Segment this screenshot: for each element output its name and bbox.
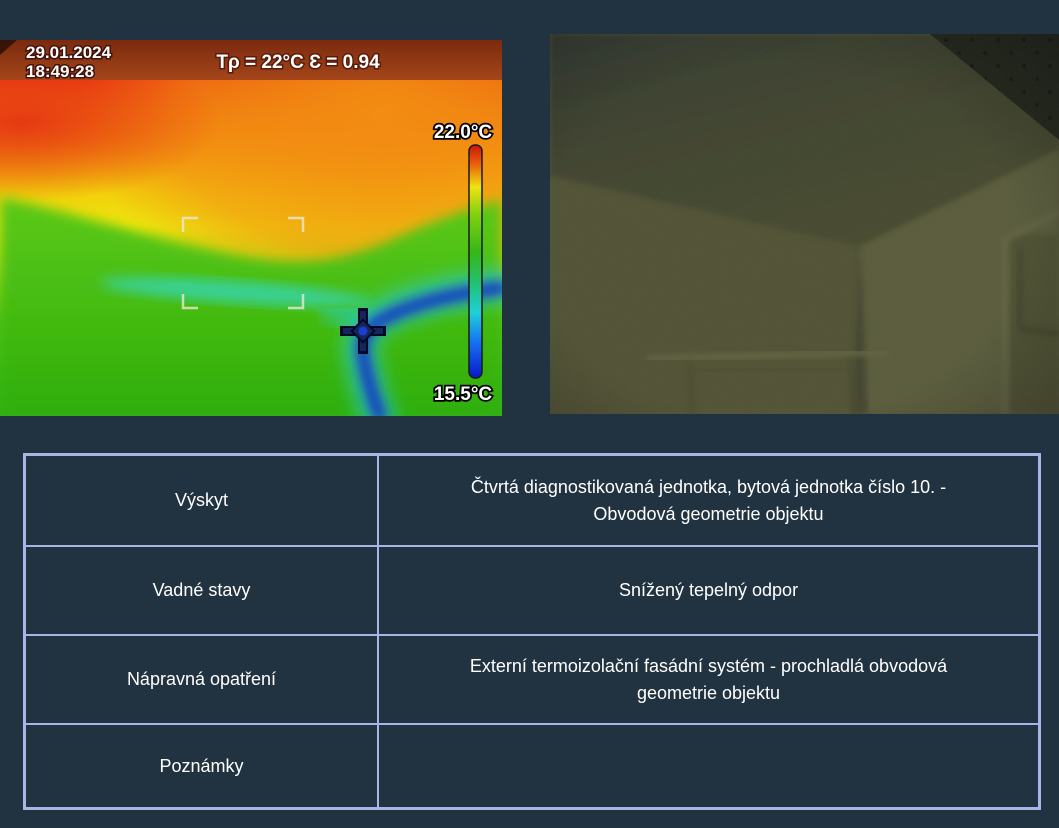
row-value: Snížený tepelný odpor	[377, 545, 1041, 636]
row-label: Vadné stavy	[23, 545, 379, 636]
measure-area-brackets	[181, 216, 305, 310]
thermal-header-band	[0, 40, 502, 80]
findings-table: Výskyt Čtvrtá diagnostikovaná jednotka, …	[23, 453, 1041, 810]
scale-max-label: 22.0°C	[434, 122, 493, 143]
row-label: Výskyt	[23, 453, 379, 547]
row-label: Poznámky	[23, 723, 379, 810]
scale-min-label: 15.5°C	[434, 384, 493, 405]
table-row-napravna-opatreni: Nápravná opatření Externí termoizolační …	[23, 634, 1041, 725]
row-value: Čtvrtá diagnostikovaná jednotka, bytová …	[377, 453, 1041, 547]
row-value	[377, 723, 1041, 810]
table-row-vadne-stavy: Vadné stavy Snížený tepelný odpor	[23, 545, 1041, 636]
table-row-vyskyt: Výskyt Čtvrtá diagnostikovaná jednotka, …	[23, 453, 1041, 547]
thermal-image: 29.01.2024 18:49:28 Tρ = 22°C Ɛ = 0.94 2…	[0, 40, 502, 416]
table-row-poznamky: Poznámky	[23, 723, 1041, 810]
reference-photo	[550, 34, 1059, 414]
row-label: Nápravná opatření	[23, 634, 379, 725]
thermal-time: 18:49:28	[26, 62, 94, 81]
row-value: Externí termoizolační fasádní systém - p…	[377, 634, 1041, 725]
temperature-scale	[468, 144, 483, 379]
thermal-reading: Tρ = 22°C Ɛ = 0.94	[216, 52, 380, 73]
crosshair-marker	[340, 308, 386, 354]
thermal-date: 29.01.2024	[26, 43, 112, 62]
